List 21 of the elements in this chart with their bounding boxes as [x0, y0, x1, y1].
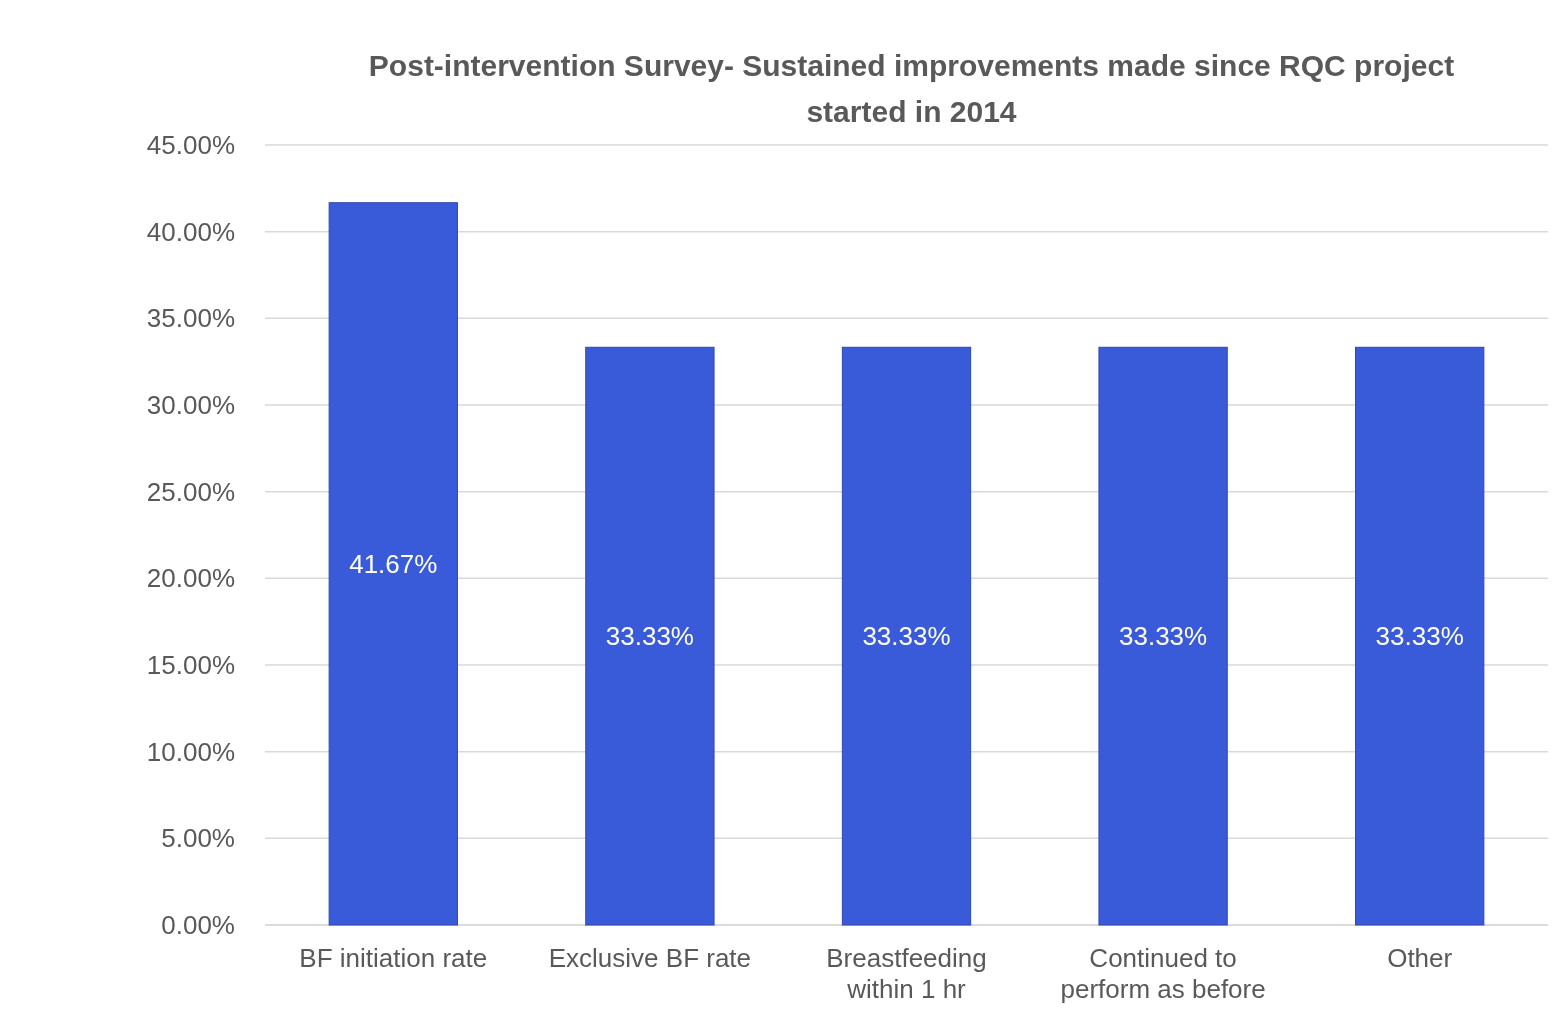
x-tick-label: BF initiation rate [299, 943, 488, 973]
y-tick-label: 35.00% [146, 303, 235, 334]
x-tick-label: Breastfeeding within 1 hr [826, 943, 987, 1004]
x-tick-label: Other [1387, 943, 1453, 973]
y-tick-label: 0.00% [161, 910, 235, 941]
y-tick-label: 5.00% [161, 823, 235, 854]
x-tick-label: Exclusive BF rate [548, 943, 752, 973]
data-label: 33.33% [1119, 621, 1208, 652]
data-label: 41.67% [349, 548, 438, 579]
x-tick-label: Continued to perform as before [1060, 943, 1266, 1004]
y-tick-label: 10.00% [146, 736, 235, 767]
y-tick-label: 25.00% [146, 476, 235, 507]
y-tick-label: 20.00% [146, 563, 235, 594]
data-label: 33.33% [862, 621, 951, 652]
y-tick-label: 30.00% [146, 390, 235, 421]
data-label: 33.33% [1375, 621, 1464, 652]
data-label: 33.33% [605, 621, 694, 652]
y-tick-label: 45.00% [146, 130, 235, 161]
chart-title: Post-intervention Survey- Sustained improvements made since RQC project started in 2014 [368, 49, 1455, 128]
y-tick-label: 40.00% [146, 216, 235, 247]
y-tick-label: 15.00% [146, 650, 235, 681]
